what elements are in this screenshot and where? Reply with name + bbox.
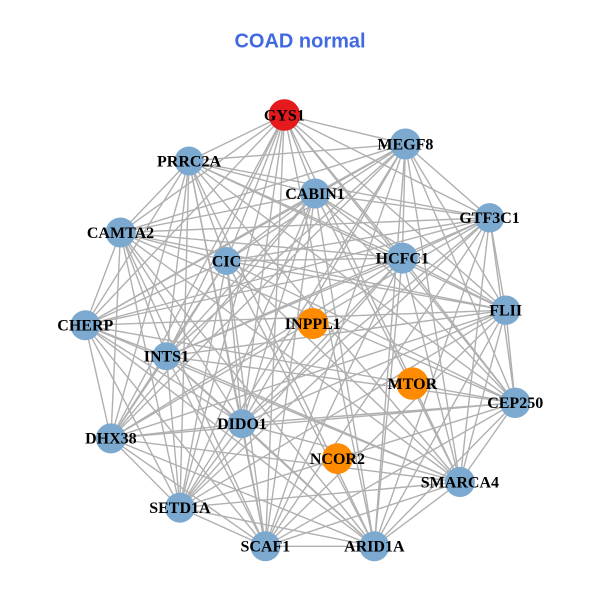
svg-text:COAD normal: COAD normal bbox=[234, 31, 365, 53]
svg-text:DIDO1: DIDO1 bbox=[217, 416, 267, 433]
svg-text:SCAF1: SCAF1 bbox=[241, 539, 291, 556]
svg-text:GYS1: GYS1 bbox=[264, 107, 305, 124]
svg-text:CABIN1: CABIN1 bbox=[285, 186, 345, 203]
svg-text:MTOR: MTOR bbox=[388, 376, 438, 393]
svg-text:INPPL1: INPPL1 bbox=[285, 316, 341, 333]
svg-text:DHX38: DHX38 bbox=[85, 431, 137, 448]
svg-text:CAMTA2: CAMTA2 bbox=[87, 225, 154, 242]
svg-text:SMARCA4: SMARCA4 bbox=[421, 474, 499, 491]
svg-text:GTF3C1: GTF3C1 bbox=[459, 210, 519, 227]
svg-text:FLII: FLII bbox=[489, 303, 522, 320]
svg-text:HCFC1: HCFC1 bbox=[376, 250, 429, 267]
svg-text:CEP250: CEP250 bbox=[487, 395, 543, 412]
svg-text:MEGF8: MEGF8 bbox=[377, 136, 433, 153]
svg-text:NCOR2: NCOR2 bbox=[310, 451, 365, 468]
svg-text:SETD1A: SETD1A bbox=[149, 500, 211, 517]
svg-text:CIC: CIC bbox=[212, 253, 241, 270]
svg-text:INTS1: INTS1 bbox=[144, 349, 189, 366]
svg-text:ARID1A: ARID1A bbox=[344, 539, 405, 556]
svg-text:CHERP: CHERP bbox=[57, 318, 113, 335]
svg-text:PRRC2A: PRRC2A bbox=[157, 153, 221, 170]
